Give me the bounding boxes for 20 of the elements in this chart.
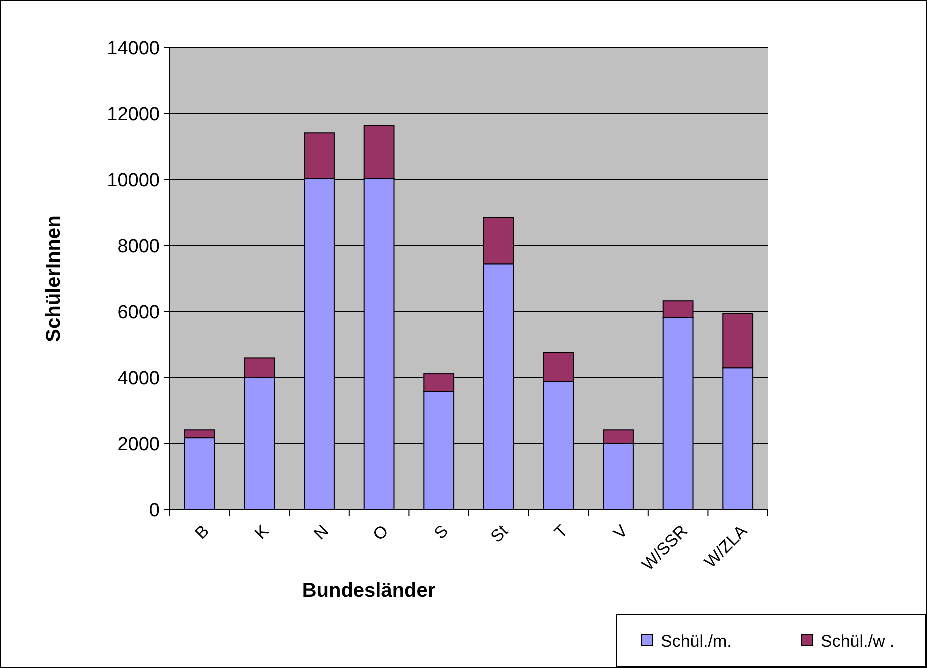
y-tick-label: 10000 — [107, 170, 160, 192]
x-tick-label: S — [430, 522, 452, 544]
y-tick-label: 4000 — [118, 368, 160, 390]
y-tick-label: 14000 — [107, 38, 160, 60]
legend-label: Schül./w . — [821, 632, 895, 651]
x-tick-label: B — [191, 522, 213, 544]
y-tick-label: 8000 — [118, 236, 160, 258]
x-tick-label: O — [370, 522, 392, 544]
y-tick-label: 2000 — [118, 434, 160, 456]
x-tick-label: V — [610, 521, 632, 544]
x-axis-title: Bundesländer — [302, 580, 436, 602]
y-tick-label: 0 — [149, 500, 160, 522]
x-tick-label: K — [251, 521, 274, 544]
y-axis-title: SchülerInnen — [43, 216, 65, 342]
y-tick-label: 12000 — [107, 104, 160, 126]
x-tick-label: N — [310, 522, 333, 544]
y-tick-label: 6000 — [118, 302, 160, 324]
x-tick-label: T — [550, 522, 572, 542]
x-tick-label: St — [487, 521, 512, 546]
legend-label: Schül./m. — [661, 632, 732, 651]
